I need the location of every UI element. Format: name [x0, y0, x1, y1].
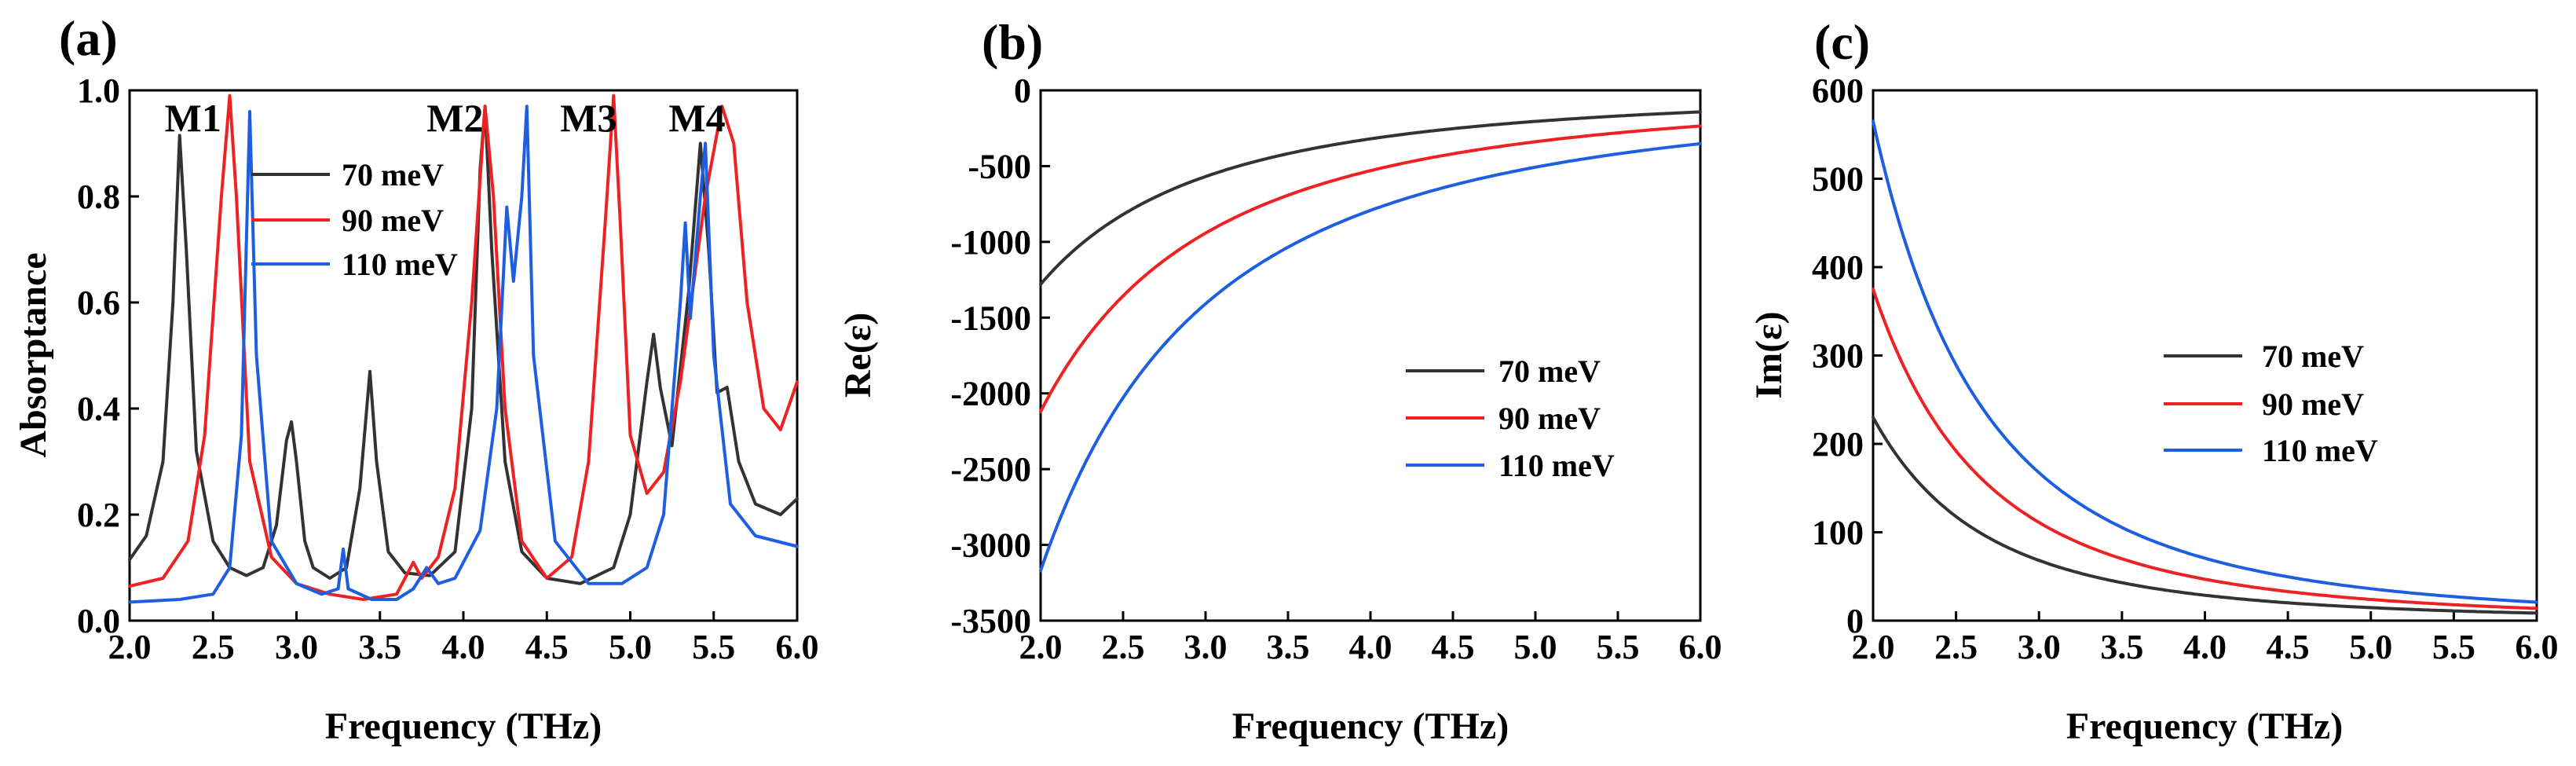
- panel-a-x-tick-label: 3.0: [275, 628, 318, 666]
- panel-a-x-tick-label: 2.0: [108, 628, 152, 666]
- panel-c-legend-label-110: 110 meV: [2262, 433, 2378, 468]
- panel-c-series-70-mev: [1872, 416, 2538, 615]
- panel-b-y-axis-title: Re(ε): [837, 313, 879, 398]
- panel-a-x-axis-title: Frequency (THz): [325, 706, 602, 747]
- panel-a-annotation-m2: M2: [426, 96, 483, 140]
- panel-b-series-110-mev: [1039, 141, 1702, 573]
- panel-b-y-tick-label: -3500: [950, 602, 1031, 640]
- panel-a-y-tick-label: 1.0: [77, 71, 120, 110]
- panel-b-x-ticks: 2.0 2.5 3.0 3.5 4.0 4.5 5.0 5.5 6.0: [1019, 611, 1722, 666]
- panel-c-x-tick-label: 4.0: [2183, 628, 2227, 666]
- panel-b-y-ticks: 0 -500 -1000 -1500 -2000 -2500 -3000 -3500: [950, 71, 1050, 640]
- panel-c-x-tick-label: 3.5: [2100, 628, 2143, 666]
- panel-c-y-tick-label: 400: [1812, 248, 1864, 287]
- panel-b-legend-label-70: 70 meV: [1498, 354, 1601, 389]
- panel-c-x-tick-label: 2.5: [1934, 628, 1978, 666]
- panel-a-y-tick-label: 0.8: [77, 178, 120, 216]
- panel-c-y-axis-title: Im(ε): [1748, 311, 1790, 398]
- panel-a-annotations: M1 M2 M3 M4: [165, 96, 726, 140]
- panel-b-x-tick-label: 4.0: [1349, 628, 1392, 666]
- panel-a-x-ticks: 2.0 2.5 3.0 3.5 4.0 4.5 5.0 5.5 6.0: [108, 611, 819, 666]
- panel-a-series-90-mev: [128, 93, 799, 601]
- panel-c-label: (c): [1814, 14, 1870, 70]
- panel-b-x-axis-title: Frequency (THz): [1232, 706, 1509, 747]
- panel-b-y-tick-label: -3000: [950, 526, 1031, 565]
- panel-b-series-90-mev: [1039, 124, 1702, 413]
- panel-c: (c) 2.0 2.5 3.0 3.5 4.0 4.5 5.0 5.5 6.0 0 100 200 3…: [1748, 14, 2559, 747]
- panel-b-x-tick-label: 2.5: [1102, 628, 1145, 666]
- panel-c-y-tick-label: 0: [1846, 602, 1864, 640]
- panel-c-y-tick-label: 200: [1812, 425, 1864, 464]
- panel-c-x-tick-label: 6.0: [2516, 628, 2559, 666]
- panel-a-annotation-m3: M3: [560, 96, 617, 140]
- panel-c-legend-label-70: 70 meV: [2262, 339, 2364, 374]
- panel-c-series-110-mev: [1872, 119, 2538, 604]
- panel-a-legend-label-70: 70 meV: [342, 157, 444, 192]
- panel-c-legend: 70 meV 90 meV 110 meV: [2164, 339, 2378, 468]
- panel-c-y-tick-label: 600: [1812, 71, 1864, 110]
- panel-b-x-tick-label: 5.0: [1514, 628, 1557, 666]
- panel-b-x-tick-label: 4.5: [1432, 628, 1475, 666]
- panel-b-x-tick-label: 3.5: [1267, 628, 1310, 666]
- panel-b-y-tick-label: -2500: [950, 450, 1031, 489]
- panel-a-y-tick-label: 0.4: [77, 390, 120, 428]
- panel-c-y-tick-label: 300: [1812, 337, 1864, 376]
- panel-a-series-70-mev: [128, 104, 799, 585]
- panel-b-legend-label-90: 90 meV: [1498, 401, 1601, 436]
- panel-b: (b) 2.0 2.5 3.0 3.5 4.0 4.5 5.0 5.5 6.0 0 -500 -10…: [837, 14, 1722, 747]
- panel-b-legend-label-110: 110 meV: [1498, 448, 1615, 483]
- panel-c-series: [1872, 119, 2538, 615]
- panel-b-series-70-mev: [1039, 110, 1702, 286]
- panel-c-y-tick-label: 500: [1812, 160, 1864, 199]
- panel-a-label: (a): [59, 10, 118, 66]
- panel-b-legend: 70 meV 90 meV 110 meV: [1406, 354, 1615, 483]
- panel-b-x-tick-label: 3.0: [1184, 628, 1228, 666]
- panel-c-x-axis-title: Frequency (THz): [2066, 706, 2343, 747]
- panel-a-annotation-m4: M4: [668, 96, 725, 140]
- panel-b-label: (b): [982, 14, 1043, 70]
- panel-a-x-tick-label: 4.0: [442, 628, 485, 666]
- panel-a-x-tick-label: 3.5: [358, 628, 401, 666]
- panel-b-y-tick-label: 0: [1014, 71, 1031, 110]
- panel-b-x-tick-label: 6.0: [1679, 628, 1722, 666]
- panel-c-x-tick-label: 4.5: [2267, 628, 2310, 666]
- panel-c-x-tick-label: 5.0: [2349, 628, 2392, 666]
- panel-c-y-ticks: 0 100 200 300 400 500 600: [1812, 71, 1883, 640]
- panel-a-y-tick-label: 0.2: [77, 496, 120, 534]
- panel-c-series-90-mev: [1872, 288, 2538, 610]
- panel-b-y-tick-label: -1000: [950, 223, 1031, 262]
- panel-b-series: [1039, 110, 1702, 573]
- panel-a-y-ticks: 0.0 0.2 0.4 0.6 0.8 1.0: [77, 71, 139, 640]
- panel-a-annotation-m1: M1: [165, 96, 221, 140]
- panel-c-x-tick-label: 3.0: [2018, 628, 2061, 666]
- panel-a-legend: 70 meV 90 meV 110 meV: [251, 157, 458, 282]
- panel-b-x-tick-label: 5.5: [1597, 628, 1640, 666]
- panel-a-y-tick-label: 0.6: [77, 284, 120, 322]
- panel-a-legend-label-110: 110 meV: [342, 247, 458, 282]
- panel-c-x-ticks: 2.0 2.5 3.0 3.5 4.0 4.5 5.0 5.5 6.0: [1852, 611, 2559, 666]
- panel-a-x-tick-label: 4.5: [525, 628, 569, 666]
- panel-a-x-tick-label: 6.0: [776, 628, 819, 666]
- panel-a-y-tick-label: 0.0: [77, 602, 120, 640]
- panel-b-x-tick-label: 2.0: [1019, 628, 1063, 666]
- panel-a: (a) 2.0 2.5 3.0 3.5 4.0 4.5 5.0 5.5 6.0 0.00.20.…: [13, 10, 819, 747]
- panel-a-x-tick-label: 5.5: [692, 628, 735, 666]
- panel-c-x-tick-label: 2.0: [1852, 628, 1895, 666]
- panel-c-legend-label-90: 90 meV: [2262, 387, 2364, 422]
- panel-a-series: [128, 93, 799, 604]
- panel-c-x-tick-label: 5.5: [2432, 628, 2475, 666]
- panel-b-y-tick-label: -1500: [950, 299, 1031, 337]
- panel-c-y-tick-label: 100: [1812, 514, 1864, 552]
- panel-b-y-tick-label: -2000: [950, 375, 1031, 413]
- panel-a-x-tick-label: 5.0: [609, 628, 652, 666]
- panel-a-series-110-mev: [128, 104, 799, 604]
- panel-a-legend-label-90: 90 meV: [342, 203, 444, 238]
- panel-b-y-tick-label: -500: [968, 147, 1031, 185]
- panel-a-x-tick-label: 2.5: [192, 628, 235, 666]
- panel-a-y-axis-title: Absorptance: [13, 252, 54, 457]
